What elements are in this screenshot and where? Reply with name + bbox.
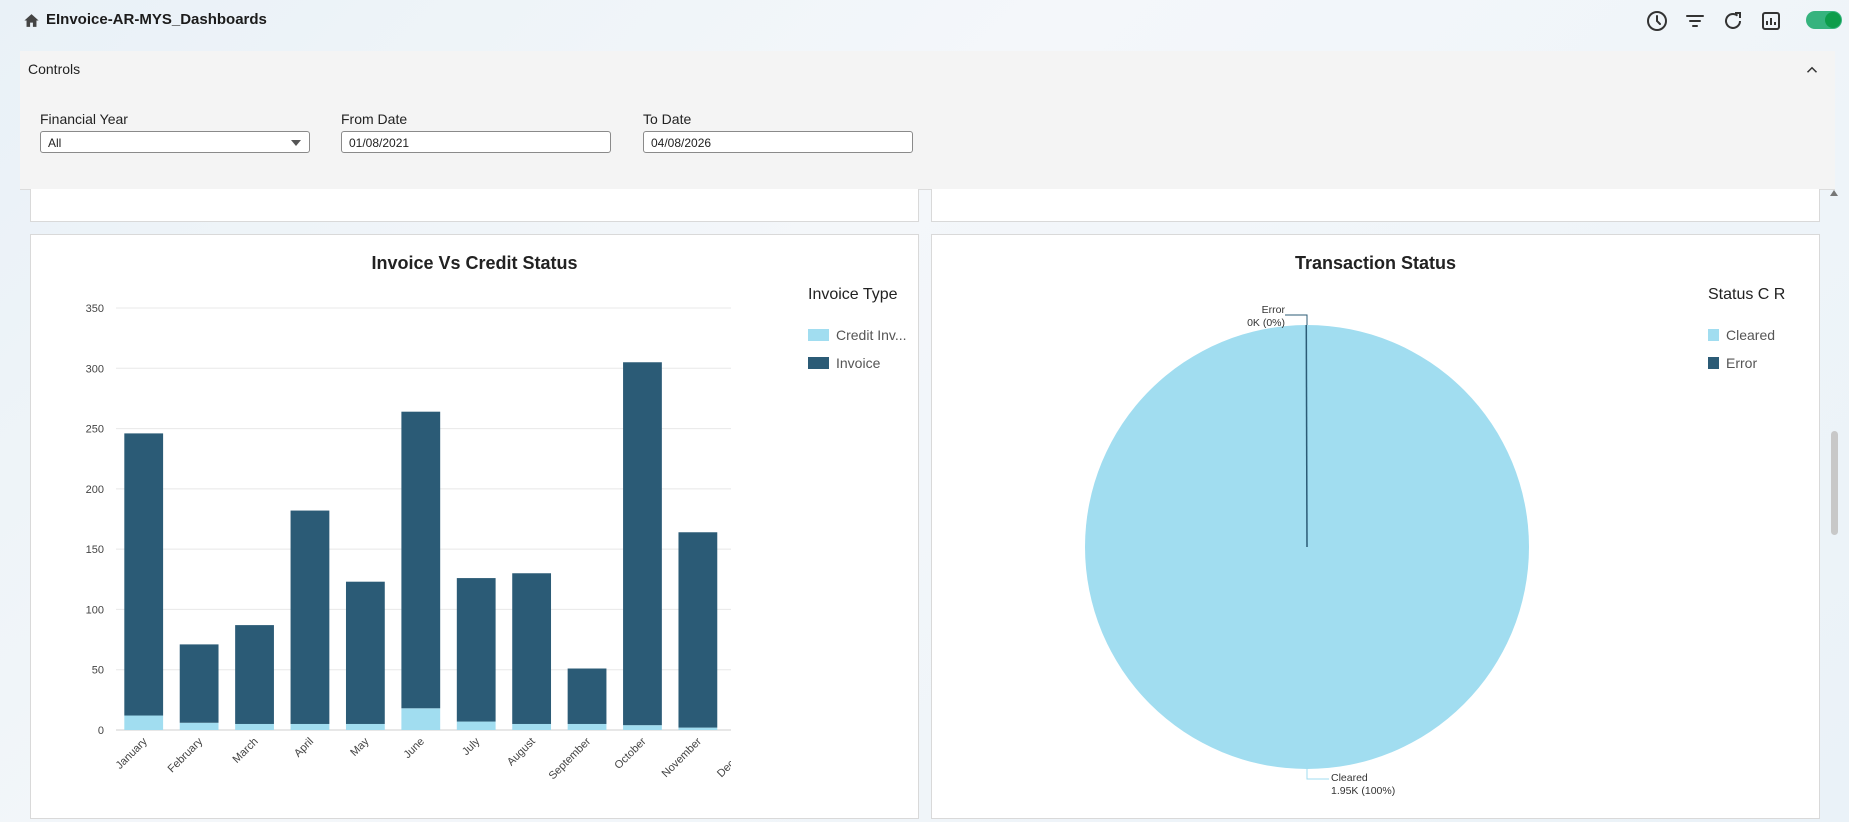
bar-invoice[interactable] (512, 573, 552, 724)
legend-item-error[interactable]: Error (1708, 355, 1757, 371)
legend-item-invoice[interactable]: Invoice (808, 355, 880, 371)
filter-icon[interactable] (1683, 9, 1707, 33)
error-callout-label: Error (1262, 304, 1286, 316)
financial-year-value: All (48, 136, 62, 150)
y-tick-label: 150 (86, 544, 104, 556)
from-date-label: From Date (341, 111, 408, 127)
y-tick-label: 250 (86, 424, 104, 436)
y-tick-label: 200 (86, 484, 104, 496)
bar-credit[interactable] (567, 723, 607, 730)
from-date-value: 01/08/2021 (349, 136, 410, 150)
refresh-icon[interactable] (1721, 9, 1745, 33)
legend-label-invoice: Invoice (836, 355, 881, 371)
legend-swatch-error (1708, 357, 1719, 369)
legend-label-error: Error (1726, 355, 1758, 371)
y-tick-label: 100 (86, 604, 104, 616)
legend-swatch-credit (808, 329, 829, 341)
transaction-status-panel: Transaction Status Error 0K (0%) Cleared 1.… (931, 234, 1820, 819)
bar-invoice[interactable] (623, 362, 662, 726)
x-tick-label: March (231, 736, 261, 766)
pie-chart-title: Transaction Status (1294, 253, 1457, 273)
bar-invoice[interactable] (567, 668, 607, 724)
x-tick-label: December (715, 735, 731, 780)
pie-legend-title: Status C R (1708, 286, 1786, 303)
x-tick-label: September (547, 735, 594, 782)
x-tick-label: October (612, 735, 648, 771)
bar-credit[interactable] (290, 723, 330, 730)
to-date-label: To Date (643, 111, 692, 127)
error-callout-value: 0K (0%) (1247, 317, 1285, 329)
bar-invoice[interactable] (345, 581, 385, 724)
to-date-input[interactable]: 04/08/2026 (643, 131, 913, 153)
chevron-up-icon[interactable] (1803, 61, 1821, 79)
bar-invoice[interactable] (401, 411, 441, 709)
x-tick-label: November (660, 735, 705, 780)
home-icon[interactable] (23, 12, 40, 29)
bar-chart: 0 50 100 150 200 250 300 350 January February Marc… (86, 303, 731, 782)
x-tick-label: June (402, 736, 427, 761)
scroll-up-icon[interactable] (1830, 190, 1838, 196)
bar-credit[interactable] (401, 708, 441, 730)
bar-credit[interactable] (512, 723, 552, 730)
controls-panel: Controls Financial Year All From Date 01… (20, 51, 1835, 190)
cleared-callout-value: 1.95K (100%) (1331, 785, 1395, 797)
x-tick-label: August (505, 736, 538, 769)
top-bar: EInvoice-AR-MYS_Dashboards (0, 0, 1849, 42)
chevron-down-icon (291, 140, 301, 146)
bar-credit[interactable] (345, 723, 385, 730)
bar-chart-title: Invoice Vs Credit Status (371, 253, 578, 273)
bar-credit[interactable] (124, 715, 164, 730)
bar-credit[interactable] (678, 727, 718, 730)
upper-panel-left (30, 189, 919, 222)
cleared-leader-line (1306, 769, 1329, 780)
from-date-input[interactable]: 01/08/2021 (341, 131, 611, 153)
bar-invoice[interactable] (456, 578, 496, 722)
legend-item-cleared[interactable]: Cleared (1708, 327, 1775, 343)
x-tick-label: May (348, 735, 372, 759)
x-tick-label: April (292, 736, 316, 760)
dashboard-title: EInvoice-AR-MYS_Dashboards (46, 11, 267, 28)
y-tick-label: 0 (98, 725, 104, 737)
legend-label-credit: Credit Inv... (836, 327, 907, 343)
bar-credit[interactable] (456, 721, 496, 730)
bar-invoice[interactable] (678, 532, 718, 728)
financial-year-label: Financial Year (40, 111, 128, 127)
bar-invoice[interactable] (235, 625, 274, 724)
bar-credit[interactable] (623, 725, 662, 730)
cleared-callout-label: Cleared (1331, 772, 1368, 784)
legend-swatch-invoice (808, 357, 829, 369)
bar-invoice[interactable] (124, 433, 164, 716)
bar-legend-title: Invoice Type (808, 286, 898, 303)
y-tick-label: 350 (86, 303, 104, 315)
dashboard-icon[interactable] (1759, 9, 1783, 33)
to-date-value: 04/08/2026 (651, 136, 712, 150)
toggle-knob (1825, 12, 1841, 28)
error-leader-line (1285, 314, 1308, 325)
bar-credit[interactable] (179, 722, 219, 730)
toggle-switch[interactable] (1806, 11, 1842, 29)
invoice-credit-panel: Invoice Vs Credit Status 0 50 100 150 200 250… (30, 234, 919, 819)
x-tick-label: February (166, 735, 206, 775)
x-tick-label: January (114, 735, 151, 772)
bar-invoice[interactable] (179, 644, 219, 723)
financial-year-select[interactable]: All (40, 131, 310, 153)
legend-label-cleared: Cleared (1726, 327, 1776, 343)
y-tick-label: 50 (92, 665, 104, 677)
pie-slice-error[interactable] (1305, 324, 1308, 548)
scrollbar-thumb[interactable] (1831, 431, 1838, 535)
bar-invoice[interactable] (290, 510, 330, 724)
controls-title[interactable]: Controls (28, 61, 81, 77)
legend-item-credit[interactable]: Credit Inv... (808, 327, 907, 343)
legend-swatch-cleared (1708, 329, 1719, 341)
bar-credit[interactable] (235, 723, 274, 730)
upper-panel-right (931, 189, 1820, 222)
y-tick-label: 300 (86, 363, 104, 375)
x-tick-label: July (460, 735, 483, 758)
history-icon[interactable] (1645, 9, 1669, 33)
